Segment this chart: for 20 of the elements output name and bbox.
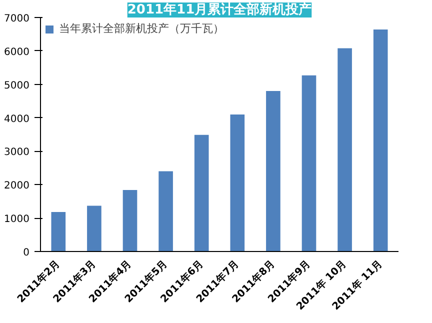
bar [87,206,102,252]
bar [338,48,352,252]
chart-title: 2011年11月累计全部新机投产 [127,2,312,18]
bar [158,171,173,252]
bar [230,114,245,252]
bar [266,91,280,252]
y-tick-label: 5000 [4,80,30,92]
y-tick-label: 1000 [4,214,30,226]
legend-label: 当年累计全部新机投产（万千瓦） [59,21,224,36]
bar [122,190,138,252]
bar [302,75,316,252]
y-tick-label: 7000 [4,14,30,24]
y-tick-label: 3000 [4,147,30,158]
y-tick-label: 0 [23,248,30,258]
bar [51,212,66,252]
y-tick-label: 4000 [4,114,30,125]
y-tick-label: 6000 [4,46,30,58]
bar [194,134,209,252]
bar [373,30,388,252]
y-tick-label: 2000 [4,180,30,192]
